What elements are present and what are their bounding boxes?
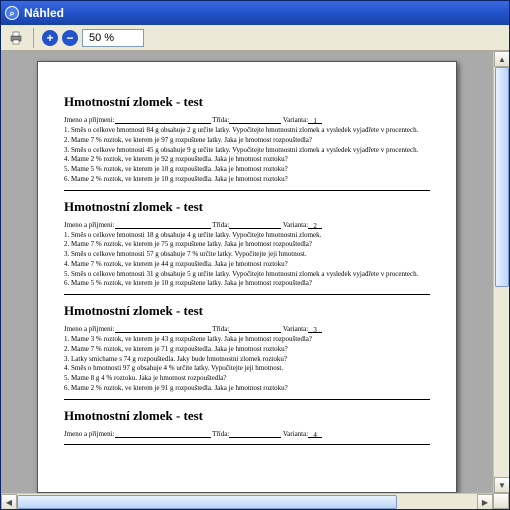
preview-viewport: Hmotnostní zlomek - test Jmeno a přijmeni… — [1, 51, 509, 509]
question-line: 5. Směs o celkove hmotnosti 31 g obsahuj… — [64, 270, 430, 279]
question-line: 6. Mame 2 % roztok, ve kterem je 91 g ro… — [64, 384, 430, 393]
section-divider — [64, 444, 430, 445]
section-divider — [64, 190, 430, 191]
question-line: 2. Mame 7 % roztok, ve kterem je 71 g ro… — [64, 345, 430, 354]
horizontal-scroll-thumb[interactable] — [17, 495, 397, 509]
question-line: 2. Mame 7 % roztok, ve kterem je 75 g ro… — [64, 240, 430, 249]
zoom-out-button[interactable]: − — [62, 30, 78, 46]
section-title: Hmotnostní zlomek - test — [64, 303, 430, 319]
meta-row: Jmeno a přijmeni: Třída: Varianta: 3 — [64, 325, 430, 333]
question-line: 3. Směs o celkove hmotnosti 45 g obsahuj… — [64, 146, 430, 155]
question-line: 5. Mame 5 % roztok, ve kterem je 10 g ro… — [64, 165, 430, 174]
print-button[interactable] — [7, 29, 25, 47]
question-line: 1. Směs o celkove hmotnosti 18 g obsahuj… — [64, 231, 430, 240]
question-line: 6. Mame 5 % roztok, ve kterem je 10 g ro… — [64, 279, 430, 288]
question-line: 3. Směs o celkove hmotnosti 57 g obsahuj… — [64, 250, 430, 259]
section-divider — [64, 399, 430, 400]
question-line: 1. Směs o celkove hmotnosti 84 g obsahuj… — [64, 126, 430, 135]
meta-row: Jmeno a přijmeni: Třída: Varianta: 1 — [64, 116, 430, 124]
scroll-corner — [493, 493, 509, 509]
horizontal-scrollbar[interactable]: ◀ ▶ — [1, 493, 493, 509]
scroll-down-icon[interactable]: ▼ — [494, 477, 509, 493]
scroll-up-icon[interactable]: ▲ — [494, 51, 509, 67]
window-title: Náhled — [24, 6, 64, 20]
question-line: 6. Mame 2 % roztok, ve kterem je 10 g ro… — [64, 175, 430, 184]
meta-row: Jmeno a přijmeni: Třída: Varianta: 2 — [64, 221, 430, 229]
section-divider — [64, 294, 430, 295]
preview-window: ⌕ Náhled + − 50 % Hmotnostní zlomek - te… — [0, 0, 510, 510]
question-line: 5. Mame 8 g 4 % roztoku. Jaka je hmotnos… — [64, 374, 430, 383]
section-title: Hmotnostní zlomek - test — [64, 94, 430, 110]
scroll-left-icon[interactable]: ◀ — [1, 494, 17, 509]
question-line: 4. Směs o hmotnosti 97 g obsahuje 4 % ur… — [64, 364, 430, 373]
question-line: 1. Mame 3 % roztok, ve kterem je 43 g ro… — [64, 335, 430, 344]
document-page: Hmotnostní zlomek - test Jmeno a přijmeni… — [37, 61, 457, 493]
vertical-scrollbar[interactable]: ▲ ▼ — [493, 51, 509, 493]
toolbar: + − 50 % — [1, 25, 509, 51]
section-title: Hmotnostní zlomek - test — [64, 408, 430, 424]
question-line: 4. Mame 2 % roztok, ve kterem je 92 g ro… — [64, 155, 430, 164]
preview-scroll-area[interactable]: Hmotnostní zlomek - test Jmeno a přijmeni… — [1, 51, 493, 493]
zoom-input[interactable]: 50 % — [82, 29, 144, 47]
meta-row: Jmeno a přijmeni: Třída: Varianta: 4 — [64, 430, 430, 438]
magnify-icon: ⌕ — [5, 6, 19, 20]
scroll-right-icon[interactable]: ▶ — [477, 494, 493, 509]
zoom-in-button[interactable]: + — [42, 30, 58, 46]
separator — [33, 28, 34, 48]
question-line: 3. Latky smichame s 74 g rozpouštedla. J… — [64, 355, 430, 364]
titlebar: ⌕ Náhled — [1, 1, 509, 25]
section-title: Hmotnostní zlomek - test — [64, 199, 430, 215]
vertical-scroll-thumb[interactable] — [495, 67, 509, 287]
question-line: 2. Mame 7 % roztok, ve kterem je 97 g ro… — [64, 136, 430, 145]
question-line: 4. Mame 7 % roztok, ve kterem je 44 g ro… — [64, 260, 430, 269]
